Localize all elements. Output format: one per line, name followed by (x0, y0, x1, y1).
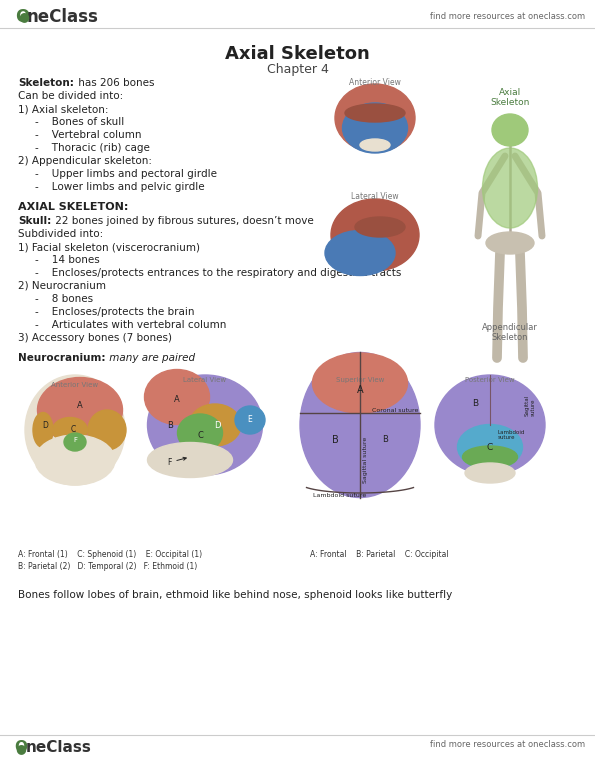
Text: A: Frontal (1)    C: Sphenoid (1)    E: Occipital (1): A: Frontal (1) C: Sphenoid (1) E: Occipi… (18, 550, 202, 559)
Ellipse shape (458, 424, 522, 470)
Ellipse shape (355, 217, 405, 237)
Text: -    Encloses/protects entrances to the respiratory and digestive tracts: - Encloses/protects entrances to the res… (35, 268, 402, 278)
Ellipse shape (88, 410, 126, 450)
Text: find more resources at oneclass.com: find more resources at oneclass.com (430, 740, 585, 749)
Text: A: Frontal    B: Parietal    C: Occipital: A: Frontal B: Parietal C: Occipital (310, 550, 449, 559)
Text: A: A (356, 385, 364, 395)
Text: O: O (15, 8, 29, 26)
Text: C: C (70, 426, 76, 434)
Text: B: B (472, 399, 478, 407)
Ellipse shape (483, 148, 537, 228)
Text: 2) Appendicular skeleton:: 2) Appendicular skeleton: (18, 156, 152, 166)
Ellipse shape (335, 84, 415, 152)
Text: Lateral View: Lateral View (183, 377, 227, 383)
Text: Subdivided into:: Subdivided into: (18, 229, 104, 239)
Text: A: A (77, 400, 83, 410)
Text: ●: ● (15, 742, 26, 755)
Text: find more resources at oneclass.com: find more resources at oneclass.com (430, 12, 585, 21)
Text: Skull:: Skull: (18, 216, 51, 226)
Text: Chapter 4: Chapter 4 (267, 63, 328, 76)
Text: Appendicular
Skeleton: Appendicular Skeleton (482, 323, 538, 343)
Ellipse shape (177, 414, 223, 452)
Text: Coronal suture: Coronal suture (372, 408, 418, 413)
Text: AXIAL SKELETON:: AXIAL SKELETON: (18, 202, 129, 212)
Text: -    Encloses/protects the brain: - Encloses/protects the brain (35, 307, 195, 317)
Text: neClass: neClass (26, 740, 92, 755)
Text: 2) Neurocranium: 2) Neurocranium (18, 281, 106, 291)
Text: -    14 bones: - 14 bones (35, 255, 100, 265)
Text: -    Upper limbs and pectoral girdle: - Upper limbs and pectoral girdle (35, 169, 217, 179)
Text: E: E (248, 416, 252, 424)
Text: B: B (331, 435, 339, 445)
Ellipse shape (360, 139, 390, 151)
Text: -    Vertebral column: - Vertebral column (35, 130, 142, 140)
Ellipse shape (37, 377, 123, 443)
Text: Bones follow lobes of brain, ethmoid like behind nose, sphenoid looks like butte: Bones follow lobes of brain, ethmoid lik… (18, 590, 452, 600)
Text: -    Bones of skull: - Bones of skull (35, 117, 124, 127)
Text: Anterior View: Anterior View (349, 78, 401, 87)
Text: 3) Accessory bones (7 bones): 3) Accessory bones (7 bones) (18, 333, 172, 343)
Ellipse shape (25, 375, 125, 485)
Ellipse shape (145, 370, 209, 424)
Ellipse shape (148, 443, 233, 477)
Text: C: C (487, 443, 493, 451)
Ellipse shape (64, 433, 86, 451)
Ellipse shape (148, 375, 262, 475)
Ellipse shape (486, 232, 534, 254)
Text: F: F (167, 457, 186, 467)
Text: ●: ● (18, 10, 29, 23)
Ellipse shape (235, 406, 265, 434)
Text: 22 bones joined by fibrous sutures, doesn’t move: 22 bones joined by fibrous sutures, does… (52, 216, 314, 226)
Text: -    Lower limbs and pelvic girdle: - Lower limbs and pelvic girdle (35, 182, 205, 192)
Ellipse shape (33, 413, 53, 447)
Text: -    8 bones: - 8 bones (35, 294, 93, 304)
Text: Skeleton:: Skeleton: (18, 78, 74, 88)
Text: has 206 bones: has 206 bones (75, 78, 154, 88)
Text: O: O (14, 740, 27, 755)
Text: C: C (197, 430, 203, 440)
Ellipse shape (52, 417, 87, 443)
Text: Lambdoid
suture: Lambdoid suture (498, 430, 525, 440)
Ellipse shape (462, 446, 518, 468)
Text: D: D (214, 420, 220, 430)
Text: many are paired: many are paired (107, 353, 196, 363)
Text: 1) Facial skeleton (viscerocranium): 1) Facial skeleton (viscerocranium) (18, 242, 200, 252)
Text: Posterior View: Posterior View (465, 377, 515, 383)
Text: B: Parietal (2)   D: Temporal (2)   F: Ethmoid (1): B: Parietal (2) D: Temporal (2) F: Ethmo… (18, 562, 198, 571)
Text: Lambdoid suture: Lambdoid suture (314, 493, 367, 498)
Ellipse shape (492, 114, 528, 146)
Text: Lateral View: Lateral View (351, 192, 399, 201)
Text: D: D (42, 420, 48, 430)
Ellipse shape (312, 353, 408, 413)
Ellipse shape (300, 353, 420, 497)
Text: B: B (382, 436, 388, 444)
Text: Sagittal suture: Sagittal suture (363, 437, 368, 483)
Text: F: F (73, 437, 77, 443)
Text: 1) Axial skeleton:: 1) Axial skeleton: (18, 104, 108, 114)
Ellipse shape (343, 103, 408, 153)
Ellipse shape (189, 404, 241, 446)
Text: Axial Skeleton: Axial Skeleton (225, 45, 370, 63)
Text: Neurocranium:: Neurocranium: (18, 353, 105, 363)
Text: neClass: neClass (27, 8, 99, 26)
Text: Axial
Skeleton: Axial Skeleton (490, 88, 530, 107)
Text: A: A (174, 396, 180, 404)
Ellipse shape (325, 230, 395, 276)
Ellipse shape (35, 435, 115, 485)
Text: B: B (167, 420, 173, 430)
Ellipse shape (331, 199, 419, 271)
Text: Anterior View: Anterior View (51, 382, 99, 388)
Ellipse shape (435, 375, 545, 475)
Text: -    Articulates with vertebral column: - Articulates with vertebral column (35, 320, 226, 330)
Text: Sagittal
suture: Sagittal suture (525, 394, 536, 416)
Text: Superior View: Superior View (336, 377, 384, 383)
Ellipse shape (345, 104, 405, 122)
Ellipse shape (465, 463, 515, 483)
Text: -    Thoracic (rib) cage: - Thoracic (rib) cage (35, 143, 150, 153)
Text: Can be divided into:: Can be divided into: (18, 91, 123, 101)
